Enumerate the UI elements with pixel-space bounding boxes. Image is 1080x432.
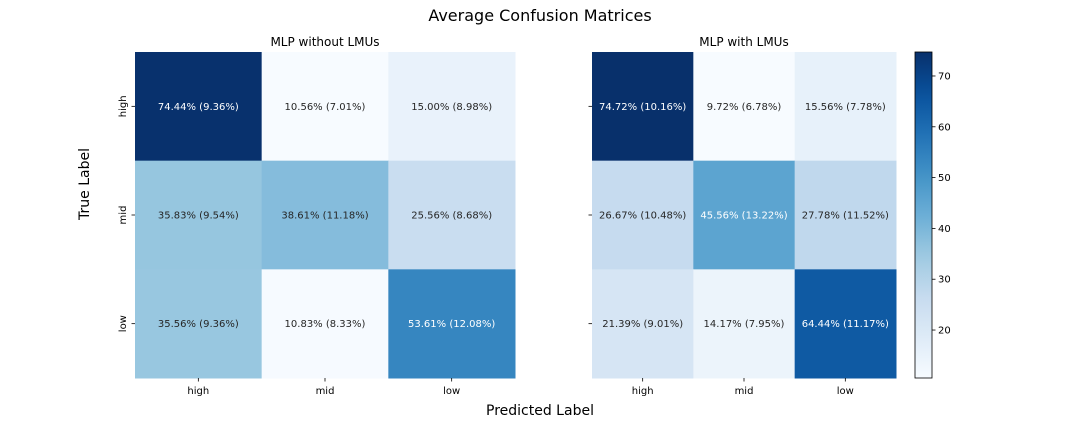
heatmap-cell (388, 160, 516, 270)
colorbar-tick-label: 50 (938, 173, 951, 184)
x-tick-label: low (837, 386, 854, 397)
x-tick-label: low (443, 386, 460, 397)
heatmap-cell (135, 52, 263, 162)
x-tick-label: high (632, 386, 654, 397)
heatmap-cell (794, 160, 897, 270)
cell-label: 15.00% (8.98%) (411, 102, 492, 113)
heatmap-panels: MLP without LMUs 74.44% (9.36%) 10.56% (7.… (118, 35, 897, 397)
panel-title: MLP with LMUs (699, 35, 788, 49)
cell-label: 74.44% (9.36%) (158, 102, 239, 113)
colorbar-tick-label: 30 (938, 275, 951, 286)
x-tick-label: mid (316, 386, 335, 397)
figure-title: Average Confusion Matrices (428, 6, 651, 25)
heatmap-cell (135, 269, 263, 379)
cell-label: 14.17% (7.95%) (704, 319, 785, 330)
heatmap-cell (693, 269, 796, 379)
heatmap-cell (592, 52, 694, 162)
heatmap-cell (794, 269, 897, 379)
y-axis-label: True Label (77, 148, 93, 221)
y-tick-label: mid (118, 206, 129, 225)
y-tick-label: high (118, 95, 129, 117)
cell-label: 25.56% (8.68%) (411, 211, 492, 222)
cell-label: 38.61% (11.18%) (281, 211, 368, 222)
heatmap-cell (794, 52, 897, 162)
heatmap-cell (592, 160, 694, 270)
cell-label: 21.39% (9.01%) (602, 319, 683, 330)
colorbar-gradient (914, 51, 933, 379)
cell-label: 9.72% (6.78%) (707, 102, 782, 113)
cell-label: 35.83% (9.54%) (158, 211, 239, 222)
cell-label: 26.67% (10.48%) (599, 211, 686, 222)
heatmap-cell (693, 160, 796, 270)
heatmap-cell (592, 269, 694, 379)
cell-label: 64.44% (11.17%) (802, 319, 889, 330)
cell-label: 45.56% (13.22%) (700, 211, 787, 222)
cell-label: 10.83% (8.33%) (285, 319, 366, 330)
panel-title: MLP without LMUs (270, 35, 379, 49)
heatmap-cell (261, 52, 389, 162)
heatmap-panel: MLP without LMUs 74.44% (9.36%) 10.56% (7.… (118, 35, 516, 397)
heatmap-cell (693, 52, 796, 162)
heatmap-cell (261, 269, 389, 379)
cell-label: 15.56% (7.78%) (805, 102, 886, 113)
colorbar: 20 30 40 50 60 70 (914, 51, 951, 379)
cell-label: 27.78% (11.52%) (802, 211, 889, 222)
cell-label: 74.72% (10.16%) (599, 102, 686, 113)
x-axis-label: Predicted Label (486, 403, 594, 419)
heatmap-cell (261, 160, 389, 270)
x-tick-label: mid (735, 386, 754, 397)
heatmap-cell (388, 52, 516, 162)
cell-label: 53.61% (12.08%) (408, 319, 495, 330)
colorbar-tick-label: 70 (938, 71, 951, 82)
heatmap-cell (135, 160, 263, 270)
colorbar-tick-label: 40 (938, 224, 951, 235)
x-tick-label: high (187, 386, 209, 397)
cell-label: 10.56% (7.01%) (285, 102, 366, 113)
heatmap-panel: MLP with LMUs 74.72% (10.16%) 9.72% (6.78%… (588, 35, 897, 397)
y-tick-label: low (118, 315, 129, 332)
colorbar-tick-label: 60 (938, 122, 951, 133)
colorbar-tick-label: 20 (938, 326, 951, 337)
heatmap-cell (388, 269, 516, 379)
cell-label: 35.56% (9.36%) (158, 319, 239, 330)
